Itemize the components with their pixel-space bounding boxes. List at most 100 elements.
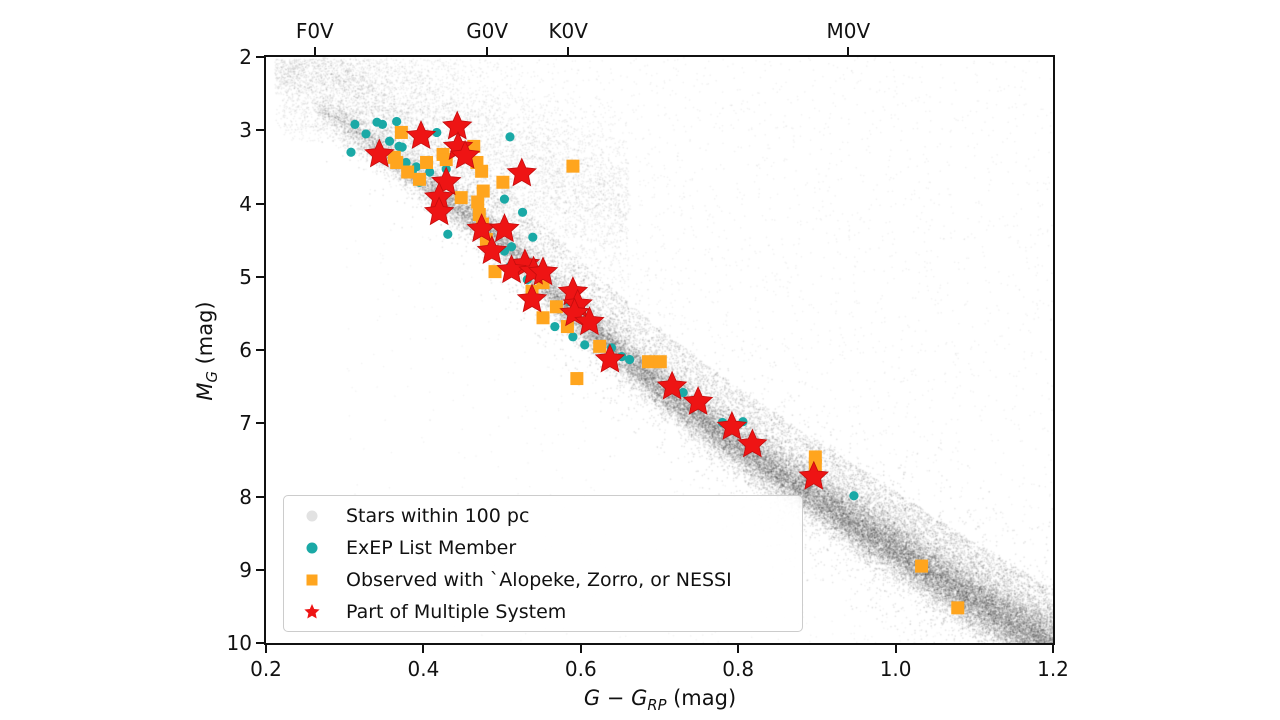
y-tick-mark — [256, 56, 264, 58]
exep-member-marker — [384, 136, 395, 146]
x-tick-mark — [579, 645, 582, 653]
point-glyph — [306, 510, 318, 522]
y-tick-mark — [256, 129, 264, 132]
observed-target-marker — [915, 559, 929, 573]
x-tick-mark — [737, 645, 740, 653]
y-tick-mark — [256, 349, 264, 351]
y-tick-label: 2 — [239, 45, 252, 69]
x-tick-label: 0.8 — [722, 657, 755, 681]
observed-target-marker — [570, 372, 584, 386]
y-tick-label: 4 — [239, 191, 252, 216]
observed-target-marker — [390, 155, 404, 169]
legend: Stars within 100 pc ExEP List Member Obs… — [283, 495, 803, 632]
spectral-type-tick-mark — [486, 47, 489, 55]
spectral-type-label: F0V — [295, 19, 334, 43]
exep-member-marker — [580, 340, 590, 350]
exep-member-marker — [517, 207, 528, 217]
spectral-type-tick-mark — [847, 47, 850, 55]
observed-target-marker — [536, 311, 550, 325]
y-label-var: M — [193, 382, 217, 401]
orange-square-icon — [284, 569, 340, 591]
x-label-var1: G — [583, 686, 601, 710]
exep-member-marker — [568, 332, 578, 342]
x-tick-mark — [1052, 645, 1054, 653]
multiple-system-star-marker — [489, 213, 520, 243]
y-tick-mark — [256, 422, 264, 425]
multiple-system-star-marker — [716, 410, 748, 440]
legend-row-multiple: Part of Multiple System — [284, 596, 802, 628]
exep-member-marker — [506, 242, 517, 252]
x-tick-label: 1.2 — [1037, 657, 1069, 681]
exep-member-marker — [678, 387, 688, 398]
observed-target-marker — [471, 195, 485, 209]
y-label-subscript: G — [204, 371, 222, 383]
observed-target-marker — [496, 175, 510, 189]
spectral-type-label: G0V — [466, 19, 509, 43]
x-tick-label: 0.4 — [407, 657, 440, 681]
multiple-system-star-marker — [449, 139, 481, 169]
multiple-system-star-marker — [364, 138, 395, 168]
y-tick-mark — [256, 642, 264, 644]
multiple-system-star-marker — [516, 283, 548, 313]
y-axis-label: MG (mag) — [193, 290, 222, 412]
x-label-unit: (mag) — [666, 686, 737, 710]
observed-target-marker — [476, 184, 490, 198]
multiple-system-star-marker — [656, 370, 688, 400]
exep-member-marker — [443, 229, 453, 239]
exep-member-marker — [432, 127, 442, 138]
observed-target-marker — [560, 320, 574, 334]
y-tick-label: 8 — [239, 484, 252, 509]
legend-row-observed: Observed with `Alopeke, Zorro, or NESSI — [284, 564, 802, 596]
exep-member-marker — [425, 167, 435, 177]
observed-target-marker — [641, 355, 655, 369]
y-tick-label: 7 — [239, 411, 252, 436]
y-tick-label: 10 — [226, 631, 252, 655]
spectral-type-tick-mark — [313, 47, 316, 55]
multiple-system-star-marker — [737, 428, 768, 458]
spectral-type-tick-mark — [567, 47, 570, 55]
y-label-unit: (mag) — [193, 301, 217, 372]
x-tick-mark — [265, 645, 267, 653]
exep-member-marker — [397, 142, 407, 152]
exep-member-marker — [505, 132, 515, 142]
square-glyph — [306, 574, 318, 586]
y-tick-mark — [256, 568, 264, 571]
exep-member-marker — [499, 194, 510, 204]
y-tick-mark — [256, 275, 264, 278]
y-tick-label: 3 — [239, 118, 252, 143]
observed-target-marker — [401, 165, 415, 179]
legend-label: Part of Multiple System — [346, 601, 567, 623]
exep-member-marker — [849, 491, 859, 501]
x-label-subscript: RP — [647, 697, 667, 715]
observed-target-marker — [475, 164, 489, 178]
y-tick-label: 9 — [239, 557, 252, 582]
red-star-icon — [284, 601, 340, 623]
observed-target-marker — [394, 125, 408, 139]
exep-member-marker — [401, 157, 411, 168]
circle-glyph — [306, 542, 318, 554]
x-label-minus: − — [600, 686, 632, 710]
exep-member-marker — [528, 232, 538, 242]
legend-row-exep: ExEP List Member — [284, 532, 802, 564]
y-tick-label: 6 — [239, 338, 252, 362]
observed-target-marker — [566, 159, 580, 173]
exep-member-marker — [624, 354, 635, 365]
multiple-system-star-marker — [682, 386, 714, 415]
multiple-system-star-marker — [506, 157, 537, 187]
multiple-system-star-marker — [423, 196, 455, 226]
multiple-system-star-marker — [798, 460, 829, 490]
multiple-system-star-marker — [574, 306, 605, 336]
observed-target-marker — [549, 300, 563, 314]
exep-member-marker — [377, 119, 388, 129]
observed-target-marker — [951, 601, 965, 615]
observed-target-marker — [653, 355, 667, 369]
multiple-system-star-marker — [594, 343, 626, 373]
observed-target-marker — [412, 172, 426, 186]
y-tick-mark — [256, 202, 264, 205]
legend-label: ExEP List Member — [346, 537, 517, 559]
multiple-system-star-marker — [496, 254, 527, 284]
exep-member-marker — [361, 129, 371, 139]
x-label-var2: G — [631, 686, 648, 710]
star-glyph — [304, 604, 320, 619]
x-axis-label: G − GRP (mag) — [509, 686, 811, 714]
